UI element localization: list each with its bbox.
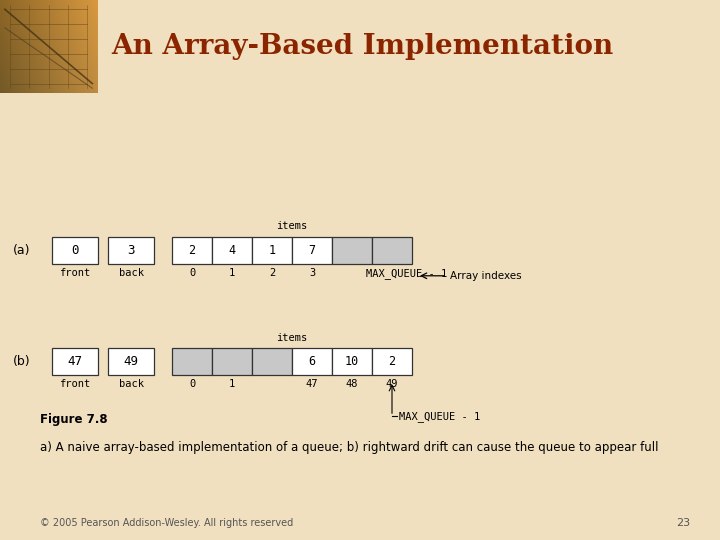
Text: 3: 3	[127, 244, 135, 257]
Text: Array indexes: Array indexes	[450, 271, 521, 281]
Bar	[172, 237, 212, 264]
Text: 2: 2	[189, 244, 196, 257]
Text: © 2005 Pearson Addison-Wesley. All rights reserved: © 2005 Pearson Addison-Wesley. All right…	[40, 518, 293, 528]
Bar	[332, 348, 372, 375]
Text: 1: 1	[229, 379, 235, 389]
Text: 1: 1	[269, 244, 276, 257]
Text: 7: 7	[308, 244, 315, 257]
Bar	[172, 348, 212, 375]
Text: items: items	[276, 333, 307, 342]
Bar	[292, 237, 332, 264]
Text: 2: 2	[269, 268, 275, 278]
Text: Figure 7.8: Figure 7.8	[40, 413, 107, 426]
Text: 49: 49	[386, 379, 398, 389]
Text: 23: 23	[676, 518, 690, 528]
Text: front: front	[59, 379, 91, 389]
Text: 48: 48	[346, 379, 359, 389]
Text: 3: 3	[309, 268, 315, 278]
Text: (b): (b)	[13, 355, 31, 368]
Bar	[332, 237, 372, 264]
Text: (a): (a)	[13, 244, 31, 257]
Text: 47: 47	[68, 355, 83, 368]
Text: 4: 4	[228, 244, 235, 257]
Bar	[52, 237, 98, 264]
Bar	[52, 348, 98, 375]
Bar	[372, 348, 412, 375]
Text: 10: 10	[345, 355, 359, 368]
Text: a) A naive array-based implementation of a queue; b) rightward drift can cause t: a) A naive array-based implementation of…	[40, 441, 659, 454]
Text: 1: 1	[229, 268, 235, 278]
Text: back: back	[119, 379, 143, 389]
Bar	[252, 348, 292, 375]
Text: front: front	[59, 268, 91, 278]
Text: 0: 0	[189, 268, 195, 278]
Bar	[212, 348, 252, 375]
Text: MAX_QUEUE - 1: MAX_QUEUE - 1	[399, 410, 480, 422]
Text: 0: 0	[71, 244, 78, 257]
Text: 49: 49	[124, 355, 138, 368]
Bar	[372, 237, 412, 264]
Text: An Array-Based Implementation: An Array-Based Implementation	[112, 33, 614, 60]
Text: back: back	[119, 268, 143, 278]
Text: 47: 47	[306, 379, 318, 389]
Text: 0: 0	[189, 379, 195, 389]
Bar	[252, 237, 292, 264]
Bar	[212, 237, 252, 264]
Text: MAX_QUEUE - 1: MAX_QUEUE - 1	[366, 268, 447, 279]
Bar	[108, 348, 154, 375]
Text: 2: 2	[388, 355, 395, 368]
Bar	[108, 237, 154, 264]
Text: items: items	[276, 221, 307, 231]
Text: 6: 6	[308, 355, 315, 368]
Bar	[292, 348, 332, 375]
